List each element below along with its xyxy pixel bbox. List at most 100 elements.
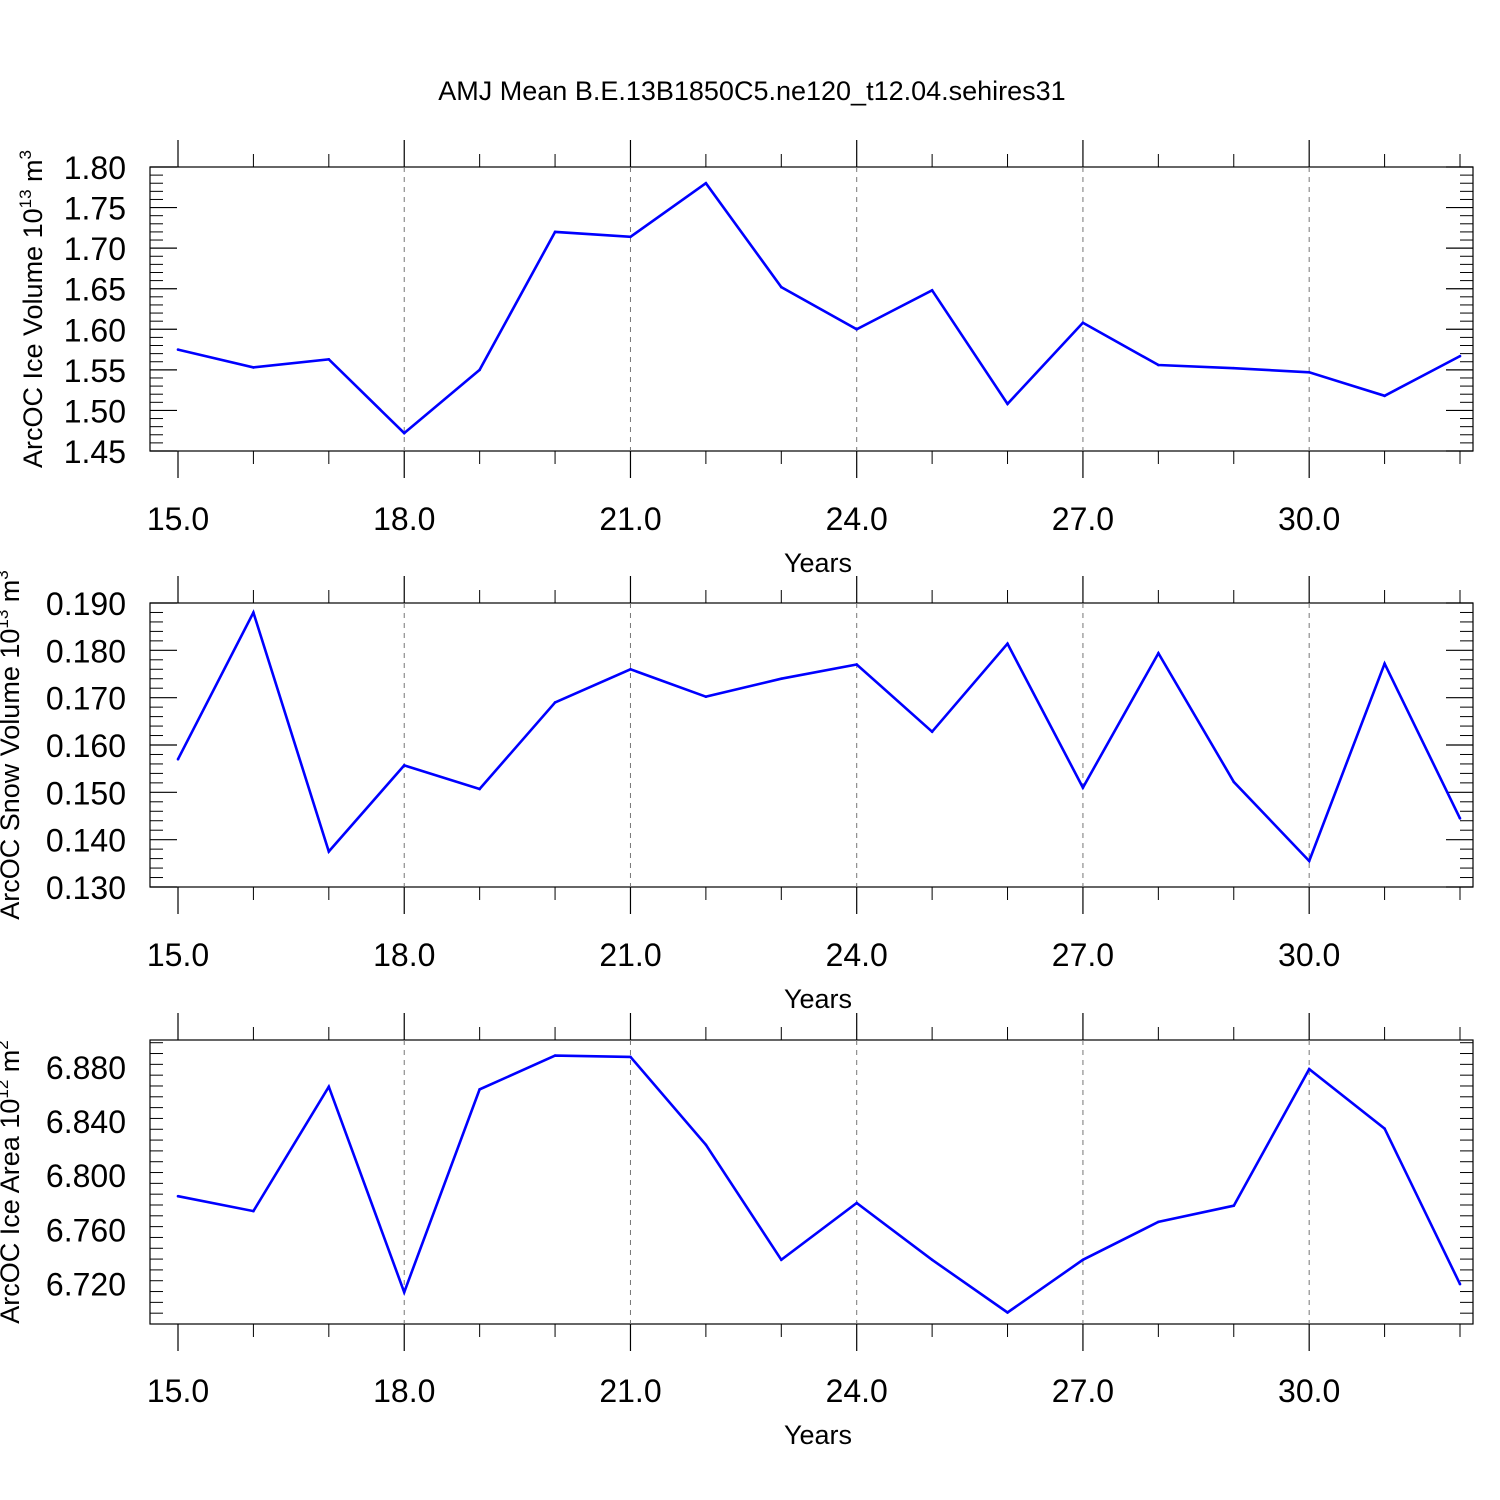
y-tick-label: 1.60 [64, 312, 126, 348]
data-point [930, 1258, 934, 1262]
data-point [553, 230, 557, 234]
y-tick-label: 1.65 [64, 272, 126, 308]
y-tick-label: 6.720 [46, 1266, 126, 1302]
data-point [478, 787, 481, 791]
data-point [478, 1088, 481, 1091]
x-axis-label: Years [784, 548, 852, 578]
x-tick-label: 24.0 [826, 1373, 888, 1409]
data-point [402, 431, 406, 435]
x-tick-label: 15.0 [147, 1373, 209, 1409]
plot-frame [149, 602, 1474, 888]
data-point [855, 663, 859, 666]
x-tick-label: 27.0 [1052, 501, 1114, 537]
data-point [252, 611, 255, 614]
y-tick-label: 0.180 [46, 633, 126, 669]
data-point [1232, 780, 1236, 784]
x-tick-label: 24.0 [826, 501, 888, 537]
data-point [478, 368, 481, 372]
data-point [855, 327, 859, 331]
x-tick-label: 27.0 [1052, 937, 1114, 973]
x-tick-label: 30.0 [1278, 1373, 1340, 1409]
y-tick-label: 1.70 [64, 231, 126, 267]
data-point [779, 1258, 783, 1262]
x-axis-label: Years [784, 1420, 852, 1450]
data-point [402, 1290, 406, 1294]
y-tick-label: 6.840 [46, 1104, 126, 1140]
data-point [629, 667, 632, 671]
data-point [1006, 1311, 1009, 1314]
y-tick-label: 0.150 [46, 775, 126, 811]
data-point [704, 695, 708, 699]
y-tick-label: 0.160 [46, 728, 126, 764]
y-tick-label: 0.170 [46, 681, 126, 717]
y-tick-label: 6.800 [46, 1158, 126, 1194]
data-point [855, 1201, 859, 1205]
data-point [1307, 859, 1311, 863]
data-point [629, 1055, 632, 1059]
y-axis-label: ArcOC Ice Volume 1013 m3 [16, 150, 48, 468]
data-point [1458, 1282, 1462, 1286]
y-tick-label: 1.75 [64, 191, 126, 227]
data-point [1458, 354, 1462, 358]
data-point [1307, 370, 1311, 374]
data-point [1006, 402, 1009, 406]
x-tick-label: 21.0 [599, 1373, 661, 1409]
x-tick-label: 18.0 [373, 937, 435, 973]
y-tick-label: 1.55 [64, 353, 126, 389]
data-point [704, 1143, 708, 1147]
data-point [327, 850, 331, 853]
data-point [704, 181, 708, 185]
data-point [1232, 1204, 1236, 1207]
x-tick-label: 30.0 [1278, 937, 1340, 973]
y-tick-label: 6.760 [46, 1212, 126, 1248]
y-tick-label: 1.50 [64, 393, 126, 429]
y-tick-label: 1.80 [64, 150, 126, 186]
data-point [1383, 662, 1386, 665]
data-point [1157, 1220, 1160, 1224]
data-point [930, 289, 934, 292]
data-point [1006, 642, 1009, 646]
data-point [176, 757, 180, 761]
data-point [930, 730, 934, 734]
y-axis-label: ArcOC Snow Volume 1013 m3 [0, 570, 25, 920]
plot-frame [149, 1039, 1474, 1325]
data-point [402, 764, 406, 767]
x-tick-label: 27.0 [1052, 1373, 1114, 1409]
x-tick-label: 24.0 [826, 937, 888, 973]
panel-snow-volume: 15.0 18.0 21.0 24.0 27.0 30.0 0.130 0.140 0.150 0… [0, 570, 1474, 1014]
x-tick-label: 21.0 [599, 501, 661, 537]
data-point [1383, 394, 1386, 398]
x-tick-label: 21.0 [599, 937, 661, 973]
data-point [252, 1209, 255, 1213]
plot-frame [149, 166, 1474, 452]
data-point [1232, 366, 1236, 370]
x-tick-label: 30.0 [1278, 501, 1340, 537]
data-point [1307, 1067, 1311, 1071]
chart-title: AMJ Mean B.E.13B1850C5.ne120_t12.04.sehi… [438, 76, 1065, 106]
panel-ice-area: 15.0 18.0 21.0 24.0 27.0 30.0 6.720 6.760 6.800 6… [0, 1013, 1474, 1450]
data-point [327, 358, 331, 361]
data-point [553, 701, 557, 704]
x-tick-label: 15.0 [147, 937, 209, 973]
data-point [176, 1194, 180, 1198]
y-tick-label: 6.880 [46, 1050, 126, 1086]
data-point [1081, 1258, 1085, 1262]
panel-ice-volume: 15.0 18.0 21.0 24.0 27.0 30.0 1.45 1.50 1.55 1.60… [16, 140, 1474, 578]
series-line [177, 1054, 1462, 1315]
data-point [779, 677, 783, 681]
y-tick-label: 0.140 [46, 823, 126, 859]
data-point [1081, 786, 1085, 789]
data-point [779, 285, 783, 289]
x-tick-label: 18.0 [373, 1373, 435, 1409]
y-tick-label: 0.190 [46, 586, 126, 622]
y-tick-label: 0.130 [46, 870, 126, 906]
series-line [176, 609, 1462, 864]
data-point [553, 1054, 557, 1057]
data-point [1081, 321, 1085, 325]
data-point [1458, 817, 1462, 820]
data-point [176, 348, 180, 351]
y-axis-label: ArcOC Ice Area 1012 m2 [0, 1040, 25, 1324]
x-axis-label: Years [784, 984, 852, 1014]
y-tick-label: 1.45 [64, 434, 126, 470]
